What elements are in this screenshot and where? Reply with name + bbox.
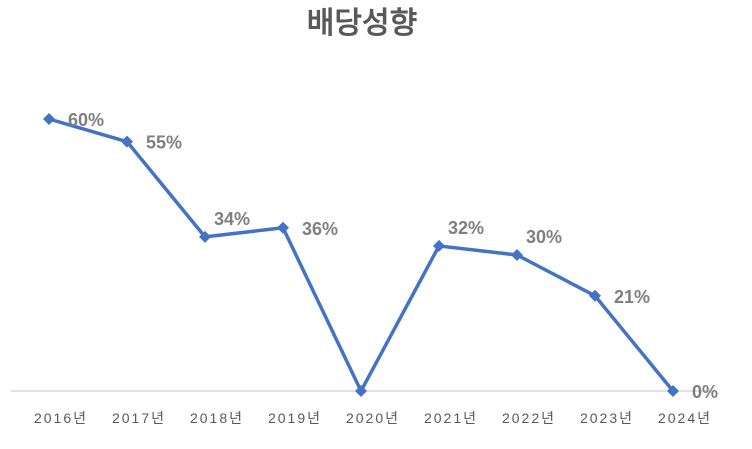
x-tick-label: 2019년: [268, 410, 322, 426]
data-label: 34%: [214, 209, 250, 229]
x-tick-label: 2017년: [112, 410, 166, 426]
data-point-marker: [667, 385, 679, 397]
series-line: [48, 117, 675, 393]
x-tick-label: 2021년: [424, 410, 478, 426]
x-tick-label: 2018년: [190, 410, 244, 426]
data-point-marker: [511, 249, 523, 261]
data-label: 0%: [692, 382, 718, 402]
x-tick-label: 2016년: [34, 410, 88, 426]
data-point-marker: [121, 135, 133, 148]
x-tick-label: 2024년: [658, 410, 712, 426]
data-point-marker: [199, 230, 211, 243]
x-tick-label: 2022년: [502, 410, 556, 426]
data-label: 32%: [448, 218, 484, 238]
data-label: 55%: [146, 133, 182, 153]
data-label: 21%: [614, 287, 650, 307]
x-tick-label: 2020년: [346, 410, 400, 426]
data-label: 60%: [68, 110, 104, 130]
data-point-marker: [589, 289, 601, 302]
data-point-marker: [277, 221, 289, 234]
data-point-marker: [43, 113, 55, 125]
chart-title: 배당성향: [307, 7, 417, 40]
x-tick-label: 2023년: [580, 410, 634, 426]
data-label: 30%: [526, 227, 562, 247]
data-point-marker: [355, 385, 367, 397]
data-label: 36%: [302, 219, 338, 239]
data-point-marker: [433, 239, 445, 252]
